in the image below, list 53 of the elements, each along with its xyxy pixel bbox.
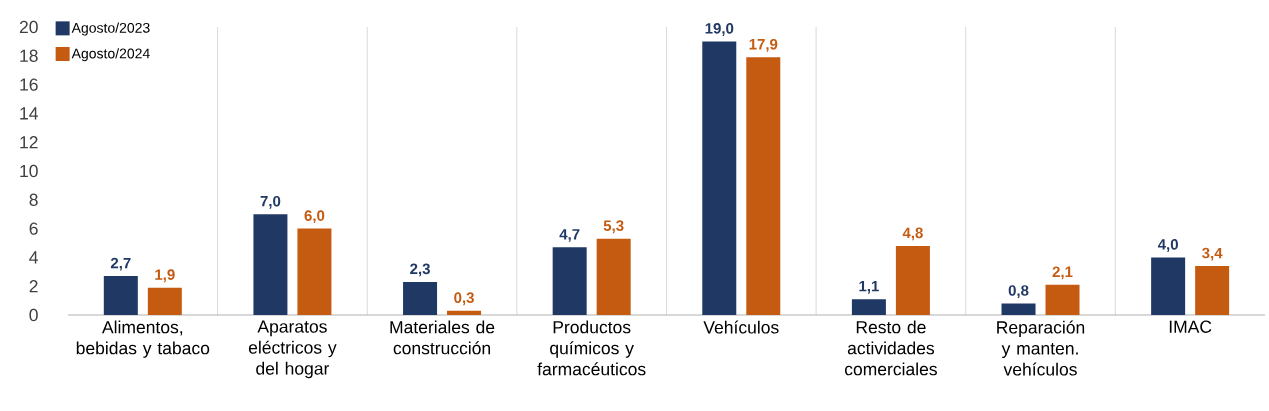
x-tick-label: Resto de actividades comerciales (844, 320, 937, 376)
data-label: 2,1 (1052, 266, 1073, 280)
data-label: 4,8 (902, 227, 923, 241)
data-label: 5,3 (603, 220, 624, 234)
data-label: 0,3 (454, 292, 474, 306)
x-tick-label: Vehículos (703, 320, 779, 334)
bar (1151, 257, 1186, 315)
x-tick-label: Reparación y manten. vehículos (997, 320, 1085, 376)
y-tick-label: 16 (20, 78, 38, 91)
bar (596, 238, 631, 315)
bar (851, 299, 886, 315)
bar (1195, 266, 1230, 315)
bar (895, 245, 930, 315)
bar (253, 214, 288, 315)
data-label: 1,9 (155, 269, 175, 283)
y-tick-label: 6 (29, 222, 38, 235)
legend-label: Agosto/2024 (71, 48, 150, 62)
bar (103, 276, 138, 315)
bar (552, 247, 587, 315)
y-tick-label: 8 (29, 193, 38, 206)
data-label: 3,4 (1202, 247, 1223, 261)
x-tick-label: Productos químicos y farmacéuticos (537, 320, 646, 376)
data-label: 2,3 (410, 263, 430, 277)
data-label: 0,8 (1008, 285, 1029, 298)
bar (147, 287, 182, 315)
bar (447, 310, 482, 315)
legend-label: Agosto/2023 (71, 22, 150, 36)
data-label: 7,0 (260, 195, 281, 209)
y-tick-label: 10 (20, 164, 38, 178)
bar (746, 57, 781, 315)
x-tick-label: Aparatos eléctricos y del hogar (248, 320, 337, 379)
data-label: 2,7 (110, 257, 131, 271)
bar (403, 281, 438, 315)
bar (702, 41, 737, 315)
y-tick-label: 18 (20, 49, 38, 62)
bar (1045, 284, 1080, 315)
data-label: 4,7 (559, 229, 580, 242)
bar (1001, 303, 1036, 315)
data-label: 4,0 (1157, 239, 1178, 252)
y-tick-label: 14 (20, 107, 38, 120)
x-tick-label: IMAC (1169, 320, 1212, 333)
y-tick-label: 4 (29, 251, 38, 264)
data-label: 6,0 (304, 210, 325, 224)
bar (297, 228, 332, 315)
data-label: 19,0 (705, 23, 734, 36)
data-label: 1,1 (859, 281, 879, 294)
x-tick-label: Alimentos, bebidas y tabaco (76, 320, 210, 358)
y-tick-label: 2 (29, 280, 38, 293)
data-label: 17,9 (749, 38, 778, 52)
y-tick-label: 12 (20, 136, 38, 149)
x-tick-label: Materiales de construcción (390, 320, 495, 355)
y-tick-label: 20 (19, 20, 38, 34)
y-tick-label: 0 (29, 308, 38, 322)
